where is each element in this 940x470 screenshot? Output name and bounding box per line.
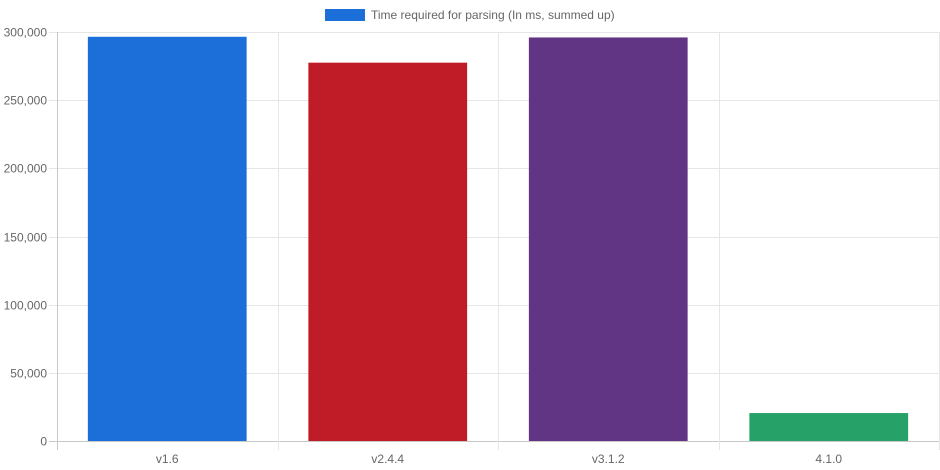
y-tick-label: 50,000 <box>10 367 47 381</box>
x-tick-label: v2.4.4 <box>371 452 404 466</box>
bars <box>87 36 909 442</box>
bar[interactable] <box>87 36 247 441</box>
y-tick-label: 300,000 <box>4 26 48 40</box>
bar[interactable] <box>528 37 688 441</box>
x-tick-label: v3.1.2 <box>592 452 625 466</box>
x-tick-label: 4.1.0 <box>815 452 842 466</box>
y-axis: 0 50,000 100,000 150,000 200,000 250,000 300,0… <box>4 26 48 449</box>
y-tick-label: 200,000 <box>4 162 48 176</box>
y-tick-label: 250,000 <box>4 94 48 108</box>
legend-label: Time required for parsing (In ms, summed… <box>371 8 615 22</box>
bar[interactable] <box>749 413 909 441</box>
legend[interactable]: Time required for parsing (In ms, summed… <box>325 8 615 22</box>
x-axis: v1.6 v2.4.4 v3.1.2 4.1.0 <box>156 452 843 466</box>
legend-swatch <box>325 9 365 21</box>
y-tick-label: 100,000 <box>4 299 48 313</box>
y-tick-label: 150,000 <box>4 231 48 245</box>
y-tick-label: 0 <box>40 435 47 449</box>
bar[interactable] <box>308 62 468 442</box>
x-tick-label: v1.6 <box>156 452 179 466</box>
